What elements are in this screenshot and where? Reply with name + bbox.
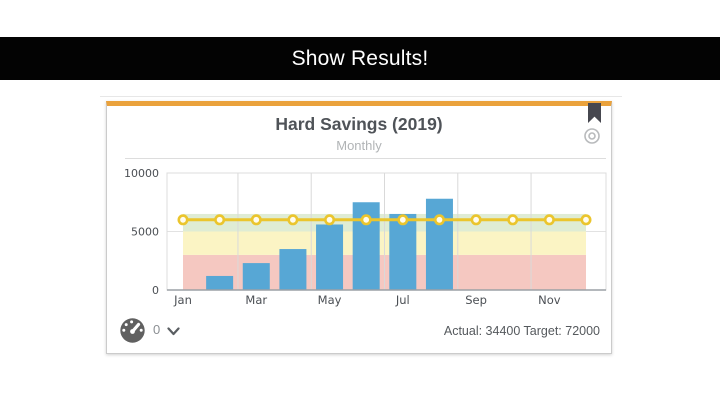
target-marker-Nov[interactable] — [543, 214, 555, 226]
target-marker-Mar[interactable] — [250, 214, 262, 226]
chart-svg: 0 5000 10000 Jan Mar May Jul Sep Nov — [124, 167, 607, 307]
y-tick-label: 5000 — [131, 226, 159, 239]
actual-target-summary: Actual: 34400 Target: 72000 — [443, 324, 600, 338]
target-marker-Apr[interactable] — [287, 214, 299, 226]
y-tick-label: 0 — [152, 284, 159, 297]
gear-icon[interactable] — [583, 127, 601, 145]
y-tick-label: 10000 — [124, 167, 159, 180]
target-marker-Sep[interactable] — [470, 214, 482, 226]
x-tick-label: Sep — [465, 293, 487, 307]
x-tick-label: May — [318, 293, 342, 307]
kpi-card: Hard Savings (2019) Monthly 0 5000 10000 Ja… — [106, 101, 612, 354]
bar-Apr[interactable] — [279, 249, 307, 290]
x-tick-label: Jan — [173, 293, 192, 307]
bar-Aug[interactable] — [425, 198, 453, 290]
target-marker-Feb[interactable] — [214, 214, 226, 226]
card-title: Hard Savings (2019) — [275, 114, 443, 134]
chevron-down-icon[interactable] — [167, 327, 180, 336]
target-marker-Jan[interactable] — [177, 214, 189, 226]
card-top-rule — [100, 96, 622, 97]
bookmark-icon[interactable] — [588, 103, 601, 123]
title-divider — [125, 158, 606, 159]
card-subtitle: Monthly — [336, 138, 382, 153]
bar-Feb[interactable] — [206, 275, 234, 290]
x-tick-label: Jul — [395, 293, 410, 307]
show-results-banner: Show Results! — [0, 37, 720, 80]
banner-label: Show Results! — [291, 46, 429, 70]
target-marker-Aug[interactable] — [433, 214, 445, 226]
chart: 0 5000 10000 Jan Mar May Jul Sep Nov — [107, 166, 611, 312]
target-marker-Oct[interactable] — [507, 214, 519, 226]
target-marker-May[interactable] — [324, 214, 336, 226]
x-tick-label: Mar — [245, 293, 267, 307]
target-marker-Dec[interactable] — [580, 214, 592, 226]
bar-Mar[interactable] — [242, 263, 270, 290]
gauge-count[interactable]: 0 — [153, 322, 161, 337]
bar-Jul[interactable] — [389, 213, 417, 290]
bar-May[interactable] — [316, 224, 344, 290]
target-marker-Jun[interactable] — [360, 214, 372, 226]
gauge-icon[interactable] — [119, 317, 146, 344]
target-marker-Jul[interactable] — [397, 214, 409, 226]
x-tick-label: Nov — [538, 293, 561, 307]
